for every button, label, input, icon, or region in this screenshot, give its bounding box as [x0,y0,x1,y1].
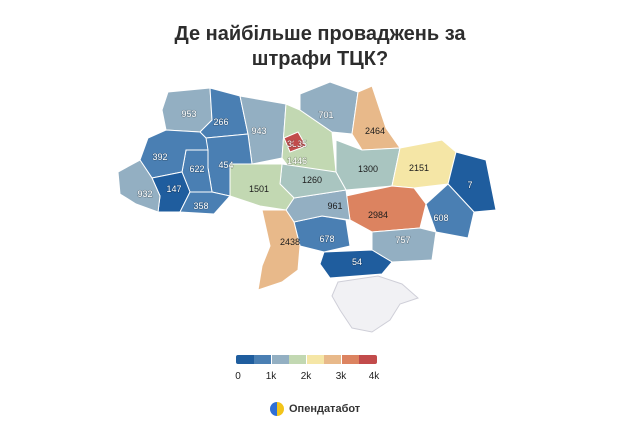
region-zakarpatska[interactable] [117,159,161,213]
label-kharkivska: 2151 [409,163,429,173]
region-donetska[interactable] [425,183,475,239]
label-kyivska: 1446 [287,156,307,166]
label-ivano-frankivska: 147 [166,184,181,194]
chart-title: Де найбільше проваджень за штрафи ТЦК? [0,22,640,72]
map-regions [117,81,497,333]
label-zaporizka: 757 [395,235,410,245]
legend-tick [306,355,307,367]
label-sumska: 2464 [365,126,385,136]
legend-label-1k: 1k [265,371,277,382]
legend-label-2k: 2k [300,371,312,382]
label-chernihivska: 701 [318,110,333,120]
label-donetska: 608 [433,213,448,223]
region-dnipropetrovska[interactable] [345,185,427,233]
label-poltavska: 1300 [358,164,378,174]
label-lvivska: 392 [152,152,167,162]
legend-color-scale [236,355,377,364]
title-line-1: Де найбільше проваджень за [174,23,466,45]
region-odeska[interactable] [257,209,301,291]
brand: Опендатабот [270,400,360,418]
label-volynska: 953 [181,109,196,119]
label-odeska: 2438 [280,237,300,247]
region-zhytomyrska[interactable] [239,95,287,165]
region-khersonska[interactable] [319,249,393,279]
legend-tick [271,355,272,367]
legend-label-0: 0 [235,371,241,382]
kyiv-marker [293,140,299,146]
legend-stop-3 [271,355,289,364]
label-mykolaivska: 678 [319,234,334,244]
region-sumska[interactable] [351,85,401,151]
label-rivnenska: 266 [213,117,228,127]
label-zakarpatska: 932 [137,189,152,199]
legend-stop-8 [359,355,377,364]
label-luhanska: 7 [467,180,472,190]
label-kirovohradska: 961 [327,201,342,211]
label-chernivetska: 358 [193,201,208,211]
title-line-2: штрафи ТЦК? [251,48,389,70]
label-khmelnytska: 454 [218,160,233,170]
legend-ticks [236,355,377,367]
label-dnipropetrovska: 2984 [368,210,388,220]
legend-stop-7 [341,355,360,364]
label-cherkaska: 1260 [302,175,322,185]
opendatabot-logo-icon [270,402,284,416]
legend-stop-1 [236,355,254,364]
legend-stop-2 [253,355,272,364]
region-luhanska[interactable] [447,151,497,213]
region-crimea [331,275,419,333]
legend-tick [341,355,342,367]
region-vinnytska[interactable] [229,163,295,211]
legend-stop-5 [306,355,325,364]
brand-name: Опендатабот [289,403,361,415]
legend-stop-4 [288,355,307,364]
legend-label-4k: 4k [368,371,380,382]
label-vinnytska: 1501 [249,184,269,194]
region-chernivetska[interactable] [179,191,231,215]
label-khersonska: 54 [352,257,362,267]
legend-label-3k: 3k [335,371,347,382]
label-ternopilska: 622 [189,164,204,174]
legend-stop-6 [324,355,342,364]
label-zhytomyrska: 943 [251,126,266,136]
region-lvivska[interactable] [139,129,209,179]
